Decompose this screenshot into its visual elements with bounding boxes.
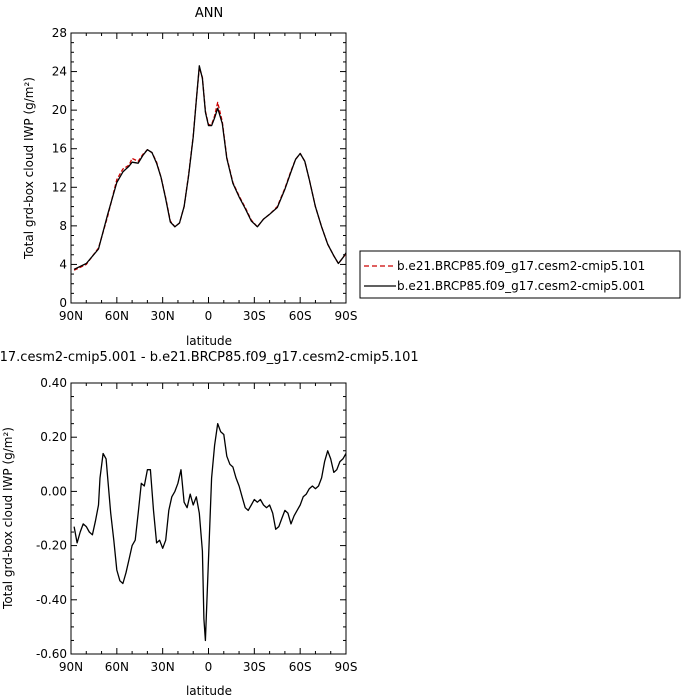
top-x-tick-label: 30S [243,309,266,323]
top-y-tick-label: 20 [52,103,67,117]
top-plot-frame [70,32,347,304]
bottom-plot-frame [70,382,347,655]
bottom-y-tick-label: 0.00 [40,484,67,498]
top-x-tick-label: 90S [335,309,358,323]
top-y-tick-label: 0 [59,296,67,310]
top-y-axis-label: Total grd-box cloud IWP (g/m²) [22,77,36,260]
bottom-x-tick-label: 90S [335,660,358,674]
top-x-axis-label: latitude [186,334,232,348]
bottom-x-tick-label: 60N [105,660,129,674]
top-y-tick-label: 28 [52,26,67,40]
top-y-tick-label: 8 [59,219,67,233]
top-y-tick-label: 4 [59,257,67,271]
bottom-x-tick-label: 60S [289,660,312,674]
top-x-tick-label: 90N [59,309,83,323]
top-y-tick-label: 12 [52,180,67,194]
top-x-tick-label: 60N [105,309,129,323]
bottom-x-tick-label: 90N [59,660,83,674]
top-series-line-1 [73,67,347,271]
bottom-y-tick-label: 0.20 [40,430,67,444]
legend-label-series-1: b.e21.BRCP85.f09_g17.cesm2-cmip5.101 [397,259,645,273]
bottom-y-tick-label: 0.40 [40,376,67,390]
bottom-chart-title: g17.cesm2-cmip5.001 - b.e21.BRCP85.f09_g… [0,350,419,365]
top-y-tick-label: 24 [52,65,67,79]
top-x-tick-label: 60S [289,309,312,323]
legend-label-series-2: b.e21.BRCP85.f09_g17.cesm2-cmip5.001 [397,279,645,293]
top-y-tick-label: 16 [52,142,67,156]
top-x-tick-label: 0 [205,309,213,323]
top-x-tick-label: 30N [151,309,175,323]
legend-box [359,250,681,299]
bottom-x-tick-label: 0 [205,660,213,674]
bottom-y-tick-label: -0.60 [36,647,67,661]
bottom-x-tick-label: 30N [151,660,175,674]
bottom-x-axis-label: latitude [186,684,232,698]
bottom-y-tick-label: -0.20 [36,539,67,553]
bottom-y-axis-label: Total grd-box cloud IWP (g/m²) [1,427,15,610]
bottom-x-tick-label: 30S [243,660,266,674]
top-series-line-2 [73,65,347,270]
bottom-y-tick-label: -0.40 [36,593,67,607]
top-chart-title: ANN [195,6,223,21]
bottom-series-line-1 [73,422,347,642]
